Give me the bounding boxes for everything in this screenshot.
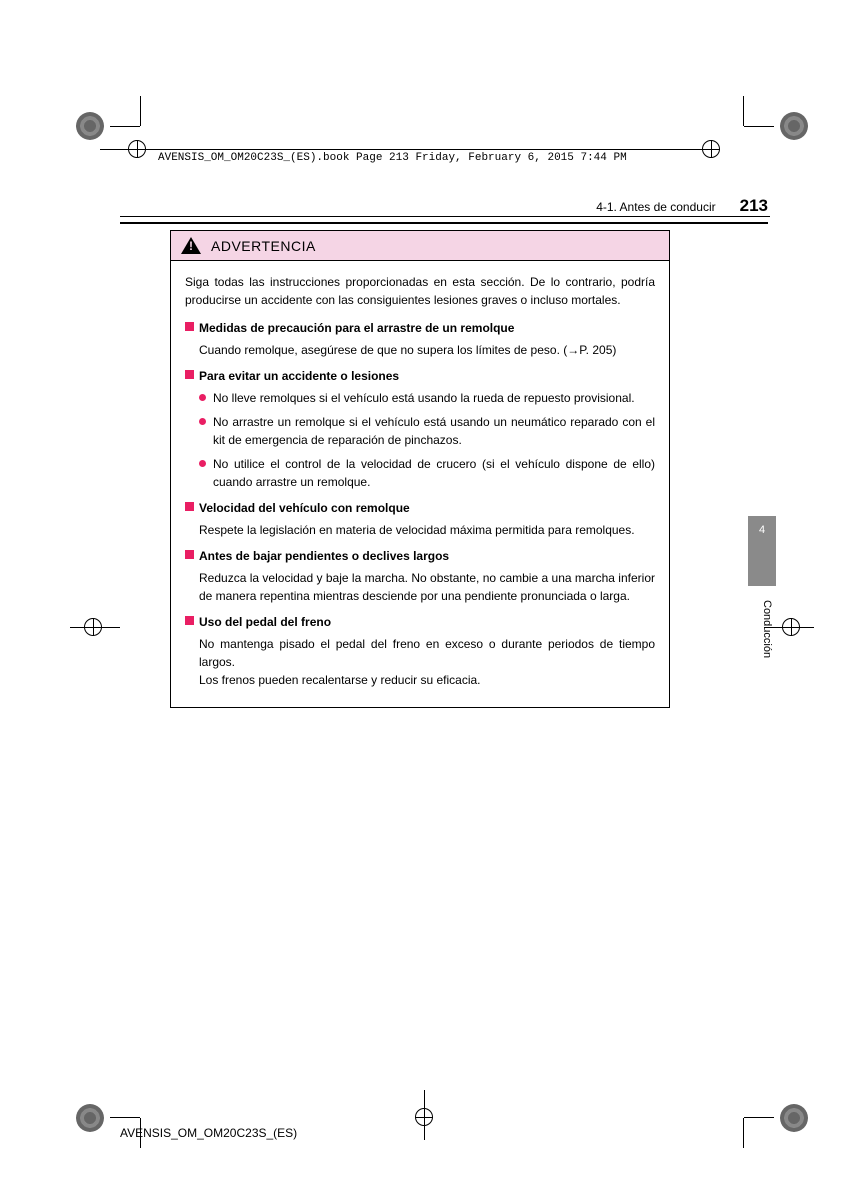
chapter-number: 4: [759, 524, 765, 536]
warning-text: No mantenga pisado el pedal del freno en…: [185, 635, 655, 689]
warning-header: ADVERTENCIA: [171, 231, 669, 261]
warning-box: ADVERTENCIA Siga todas las instrucciones…: [170, 230, 670, 708]
book-header: AVENSIS_OM_OM20C23S_(ES).book Page 213 F…: [158, 152, 627, 164]
crop-line: [140, 96, 141, 126]
warning-heading: Uso del pedal del freno: [185, 613, 655, 631]
warning-heading: Velocidad del vehículo con remolque: [185, 499, 655, 517]
warning-bullet: No utilice el control de la velocidad de…: [185, 455, 655, 491]
warning-text: Respete la legislación en materia de vel…: [185, 521, 655, 539]
header-rule-thin: [120, 216, 770, 217]
warning-body: Siga todas las instrucciones proporciona…: [171, 261, 669, 707]
warning-bullet: No lleve remolques si el vehículo está u…: [185, 389, 655, 407]
page-number: 213: [740, 196, 768, 216]
crop-line: [743, 96, 744, 126]
warning-text: Cuando remolque, asegúrese de que no sup…: [185, 341, 655, 359]
crop-mark-tr: [780, 112, 808, 140]
warning-heading: Para evitar un accidente o lesiones: [185, 367, 655, 385]
section-ref: 4-1. Antes de conducir: [596, 200, 715, 214]
warning-bullet: No arrastre un remolque si el vehículo e…: [185, 413, 655, 449]
warning-title: ADVERTENCIA: [211, 238, 316, 254]
crop-mark-bl: [76, 1104, 104, 1132]
crop-mark-br: [780, 1104, 808, 1132]
crop-line: [743, 1118, 744, 1148]
crop-mark-tl: [76, 112, 104, 140]
warning-icon: [181, 237, 201, 254]
chapter-label: Conducción: [761, 600, 773, 658]
page-header: 4-1. Antes de conducir 213: [120, 196, 768, 224]
footer-text: AVENSIS_OM_OM20C23S_(ES): [120, 1126, 297, 1140]
warning-intro: Siga todas las instrucciones proporciona…: [185, 273, 655, 309]
crop-line: [110, 126, 140, 127]
crop-line: [70, 627, 120, 628]
crop-line: [110, 1117, 140, 1118]
warning-text: Reduzca la velocidad y baje la marcha. N…: [185, 569, 655, 605]
chapter-tab: 4: [748, 516, 776, 586]
warning-heading: Antes de bajar pendientes o declives lar…: [185, 547, 655, 565]
crop-line: [100, 149, 720, 150]
crop-line: [744, 126, 774, 127]
crop-line: [424, 1090, 425, 1140]
warning-heading: Medidas de precaución para el arrastre d…: [185, 319, 655, 337]
crop-line: [744, 1117, 774, 1118]
